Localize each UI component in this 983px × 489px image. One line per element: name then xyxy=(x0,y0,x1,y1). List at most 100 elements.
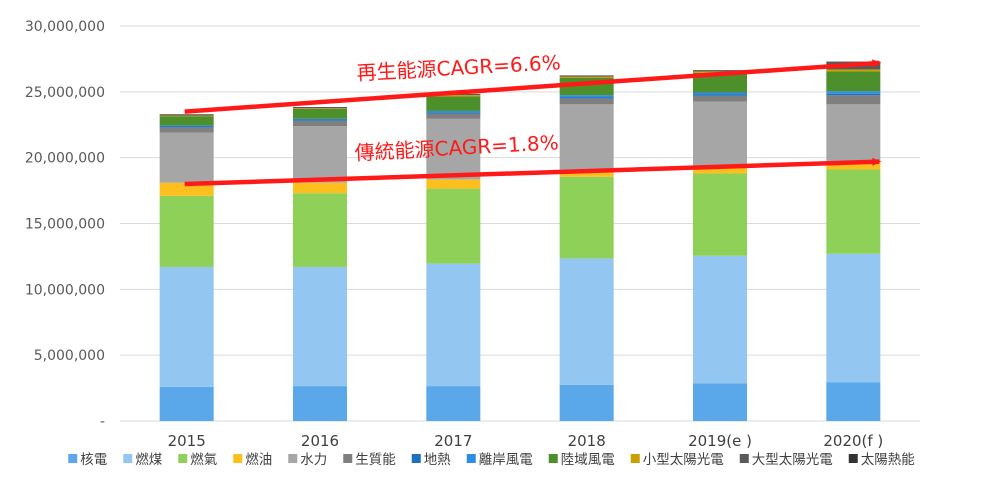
y-tick-label: 10,000,000 xyxy=(25,282,105,298)
bar-segment xyxy=(826,71,881,92)
legend-item: 地熱 xyxy=(411,452,451,468)
bar-segment xyxy=(559,384,614,421)
y-tick-label: - xyxy=(100,414,105,430)
legend-label: 太陽熱能 xyxy=(861,452,915,468)
bar-segment xyxy=(559,97,614,99)
bar-segment xyxy=(693,92,747,95)
bar-segment xyxy=(293,118,347,120)
legend-label: 燃油 xyxy=(245,451,272,468)
bar-segment xyxy=(559,98,614,105)
bar-segment xyxy=(159,114,214,116)
legend-swatch xyxy=(848,454,858,463)
bar-segment xyxy=(826,253,881,383)
bar-segment xyxy=(826,382,881,421)
bar-segment xyxy=(559,170,614,177)
bar-segment xyxy=(426,188,481,264)
bar-segment xyxy=(293,106,347,109)
bar-segment xyxy=(693,95,747,102)
x-tick-label: 2018 xyxy=(568,432,606,450)
x-tick-label: 2019(e ) xyxy=(688,432,752,450)
y-tick-label: 30,000,000 xyxy=(25,19,105,35)
bar-stack xyxy=(826,61,881,421)
trend-arrow xyxy=(184,59,882,114)
legend-swatch xyxy=(123,454,133,463)
y-axis: - 5,000,000 10,000,000 15,000,000 20,000,000… xyxy=(25,19,105,430)
legend-swatch xyxy=(739,454,749,463)
legend-label: 燃氣 xyxy=(190,451,217,468)
legend-label: 陸域風電 xyxy=(561,452,615,468)
legend-item: 水力 xyxy=(288,452,327,468)
legend-item: 燃煤 xyxy=(123,451,163,468)
x-tick-label: 2015 xyxy=(168,432,206,450)
bar-segment xyxy=(693,173,747,256)
legend-item: 太陽熱能 xyxy=(848,452,915,468)
bar-segment xyxy=(426,112,481,114)
bar-segment xyxy=(826,95,881,105)
bar-segment xyxy=(293,108,347,109)
bar-segment xyxy=(426,95,481,97)
bar-stack xyxy=(293,106,347,421)
bar-stack xyxy=(693,70,747,421)
bar-segment xyxy=(293,108,347,119)
bar-segment xyxy=(559,75,614,77)
legend-swatch xyxy=(288,454,298,463)
bar-segment xyxy=(693,255,747,384)
bar-segment xyxy=(293,266,347,387)
legend-swatch xyxy=(178,454,188,463)
legend-item: 陸域風電 xyxy=(548,452,615,468)
y-tick-label: 25,000,000 xyxy=(25,85,105,101)
legend-label: 核電 xyxy=(80,452,107,468)
bar-stack xyxy=(559,75,614,421)
legend-label: 水力 xyxy=(300,452,327,468)
cagr-annotation: 再生能源CAGR=6.6% xyxy=(356,50,561,85)
bar-segment xyxy=(159,182,214,196)
bar-segment xyxy=(826,104,881,161)
bar-segment xyxy=(559,95,614,98)
bar-segment xyxy=(426,113,481,119)
bar-segment xyxy=(559,258,614,385)
x-axis: 2015 2016 2017 2018 2019(e ) 2020(f ) xyxy=(168,432,884,450)
trend-arrow xyxy=(184,157,882,187)
bar-segment xyxy=(426,96,481,111)
legend-item: 生質能 xyxy=(343,452,396,468)
legend-item: 燃油 xyxy=(233,451,272,468)
bar-segment xyxy=(159,132,214,183)
bars xyxy=(159,61,881,421)
bar-segment xyxy=(159,125,214,127)
legend-label: 生質能 xyxy=(355,452,396,468)
annotations: 再生能源CAGR=6.6%傳統能源CAGR=1.8% xyxy=(184,50,882,187)
legend-label: 燃煤 xyxy=(135,451,162,468)
x-tick-label: 2017 xyxy=(434,432,472,450)
x-tick-label: 2020(f ) xyxy=(823,432,883,450)
legend-swatch xyxy=(466,454,476,463)
bar-segment xyxy=(426,110,481,113)
bar-segment xyxy=(159,386,214,421)
bar-segment xyxy=(159,195,214,267)
bar-segment xyxy=(826,69,881,72)
legend: 核電 燃煤 燃氣 燃油 水力 生質能 地熱 離岸風電 陸域風電 小型太陽光電 大型太陽光電 太陽熱能 xyxy=(68,451,915,468)
bar-segment xyxy=(693,383,747,421)
legend-item: 核電 xyxy=(68,452,107,468)
bar-segment xyxy=(559,76,614,79)
bar-segment xyxy=(693,94,747,96)
bar-segment xyxy=(559,104,614,171)
legend-item: 離岸風電 xyxy=(466,452,533,468)
bar-segment xyxy=(426,386,481,421)
y-tick-label: 20,000,000 xyxy=(25,151,105,167)
bar-segment xyxy=(826,91,881,94)
bar-segment xyxy=(559,176,614,259)
bar-segment xyxy=(159,127,214,133)
bar-segment xyxy=(159,266,214,387)
bar-segment xyxy=(426,263,481,387)
grid-lines xyxy=(120,25,920,422)
legend-label: 大型太陽光電 xyxy=(752,452,833,468)
legend-label: 地熱 xyxy=(424,452,451,468)
legend-label: 離岸風電 xyxy=(479,452,533,468)
legend-swatch xyxy=(548,454,558,463)
bar-segment xyxy=(293,126,347,183)
legend-swatch xyxy=(233,454,243,463)
bar-segment xyxy=(293,386,347,421)
bar-segment xyxy=(693,70,747,72)
legend-item: 大型太陽光電 xyxy=(739,452,833,468)
